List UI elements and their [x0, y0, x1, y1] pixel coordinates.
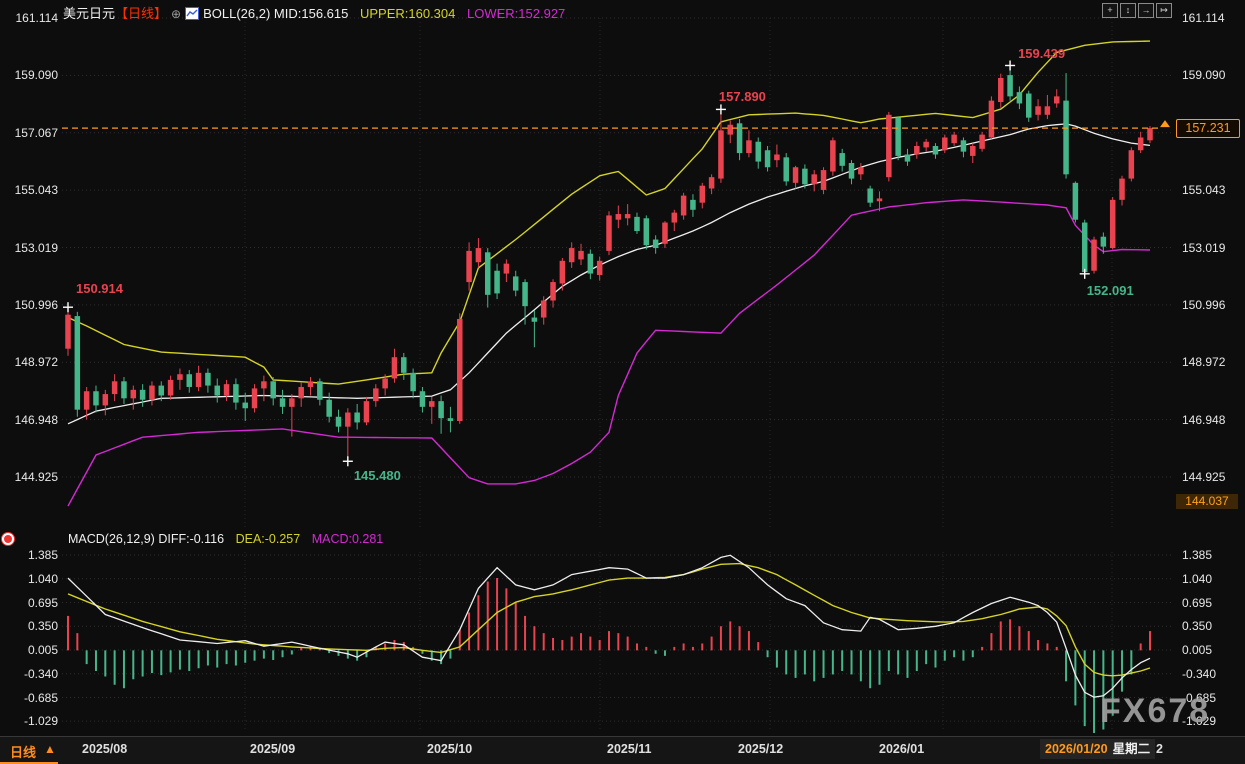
axis-label: -1.029: [23, 714, 58, 729]
axis-label: -0.685: [1182, 690, 1217, 705]
axis-label: 144.925: [14, 470, 58, 484]
time-axis-label: 2025/08: [82, 742, 128, 756]
axis-label: 148.972: [14, 355, 58, 370]
boll-upper-value: UPPER:160.304: [359, 6, 456, 21]
axis-label: 153.019: [14, 240, 58, 255]
time-axis-label: 2026/01: [879, 742, 925, 756]
chart-header: 美元日元【日线】 ⊕ BOLL(26,2) MID:156.615 UPPER:16…: [63, 3, 565, 22]
axis-label: 0.005: [27, 643, 58, 657]
axis-label: 150.996: [14, 297, 58, 312]
axis-label: 0.695: [1182, 595, 1213, 610]
axis-label: 161.114: [15, 11, 59, 25]
pan-right-icon[interactable]: →: [1138, 3, 1154, 18]
fit-vertical-icon[interactable]: ↕: [1120, 3, 1136, 18]
axis-label: 153.019: [1182, 240, 1226, 255]
cursor-date: 2026/01/20: [1045, 742, 1108, 756]
current-price-box: 157.231: [1176, 119, 1240, 139]
symbol-title: 美元日元: [63, 6, 116, 21]
overlapped-label: 2: [1156, 742, 1163, 756]
boll-mid-value: MID:156.615: [273, 6, 349, 21]
axis-label: 155.043: [1182, 183, 1226, 198]
axis-label: -0.685: [23, 690, 58, 705]
axis-label: -0.340: [23, 666, 58, 681]
axis-label: 148.972: [1182, 355, 1226, 370]
axis-label: 144.925: [1182, 470, 1226, 484]
axis-label: 159.090: [14, 68, 58, 83]
swing-low-label: 145.480: [353, 468, 401, 484]
axis-label: 146.948: [1182, 412, 1226, 427]
swing-high-label: 157.890: [718, 89, 766, 105]
period-tag: 【日线】: [115, 6, 168, 21]
time-axis-label: 2025/12: [738, 742, 784, 756]
axis-label: 0.350: [1182, 619, 1213, 634]
watermark: FX678: [1100, 692, 1211, 730]
axis-label: 0.695: [27, 595, 58, 610]
time-axis-bar: 日线 ▲ 2025/08 2025/09 2025/10 2025/11 2025/12…: [0, 736, 1245, 764]
cursor-weekday: 星期二: [1112, 742, 1151, 756]
boll-lower-value: LOWER:152.927: [467, 6, 566, 21]
period-underline: [0, 762, 58, 764]
swing-low-label: 152.091: [1086, 282, 1134, 298]
chart-toolbar: + ↕ → ↦: [1102, 3, 1172, 18]
axis-label: 0.005: [1182, 643, 1213, 657]
add-indicator-icon[interactable]: ⊕: [171, 7, 182, 21]
axis-label: 146.948: [14, 412, 58, 427]
macd-diff-value: DIFF:-0.116: [158, 532, 225, 546]
indicator-marker-icon[interactable]: [2, 533, 14, 545]
swing-high-label: 150.914: [76, 281, 123, 297]
axis-label: -1.029: [1182, 714, 1217, 729]
axis-label: 150.996: [1182, 297, 1226, 312]
axis-label: 161.114: [1182, 11, 1225, 25]
axis-label: 155.043: [14, 183, 58, 198]
macd-header: MACD(26,12,9) DIFF:-0.116 DEA:-0.257 MAC…: [68, 532, 383, 546]
time-axis-label: 2025/09: [250, 742, 296, 756]
axis-label: -0.340: [1182, 666, 1217, 681]
boll-indicator-label: BOLL(26,2): [203, 6, 271, 21]
axis-label: 157.067: [14, 125, 58, 140]
axis-label: 159.090: [1182, 68, 1226, 83]
time-axis-label: 2025/10: [427, 742, 473, 756]
chart-type-icon[interactable]: [185, 7, 200, 20]
session-low-badge: 144.037: [1176, 494, 1238, 510]
macd-name-label: MACD(26,12,9): [68, 532, 155, 546]
swing-high-label: 159.439: [1018, 46, 1066, 62]
jump-to-end-icon[interactable]: ↦: [1156, 3, 1172, 18]
axis-label: 1.040: [1182, 571, 1213, 586]
period-selector[interactable]: 日线: [10, 745, 37, 760]
axis-label: 1.385: [27, 548, 58, 562]
move-icon[interactable]: +: [1102, 3, 1118, 18]
macd-macd-value: MACD:0.281: [311, 532, 384, 546]
period-dropdown-arrow[interactable]: ▲: [44, 742, 56, 756]
axis-label: 0.350: [27, 619, 58, 634]
time-axis-label: 2025/11: [607, 742, 652, 756]
axis-label: 1.385: [1182, 548, 1213, 562]
cursor-date-box: 2026/01/20 星期二: [1040, 739, 1156, 759]
axis-label: 1.040: [27, 571, 58, 586]
macd-dea-value: DEA:-0.257: [235, 532, 301, 546]
